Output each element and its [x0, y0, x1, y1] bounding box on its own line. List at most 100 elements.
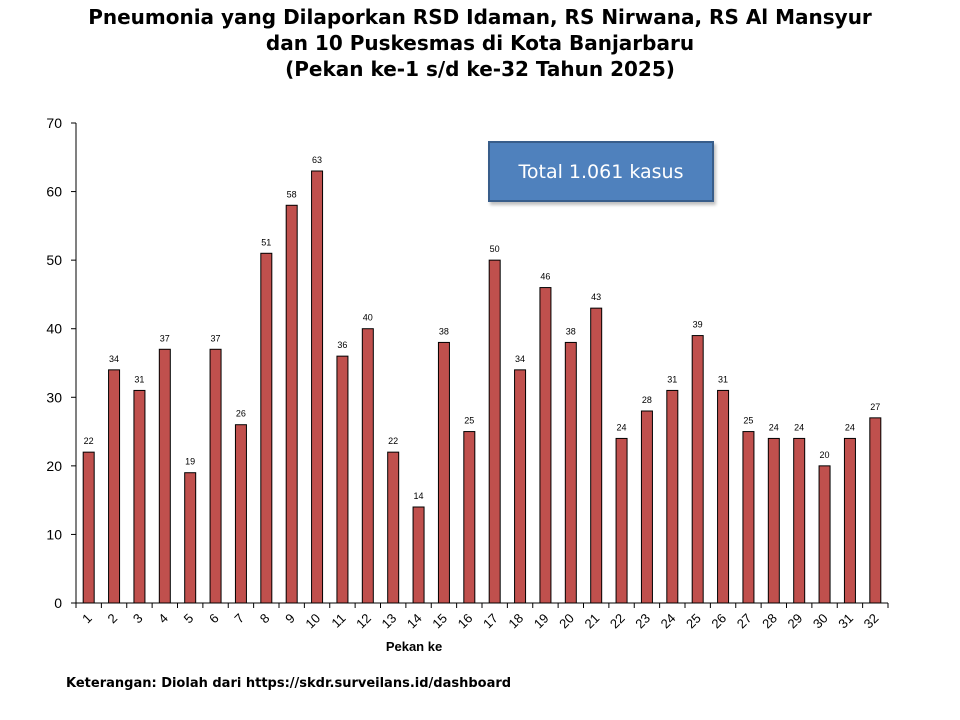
y-tick-label: 50	[46, 252, 62, 268]
x-tick-label: 24	[658, 611, 679, 632]
total-cases-text: Total 1.061 kasus	[518, 160, 684, 183]
data-label: 39	[693, 320, 703, 330]
bar	[387, 451, 400, 604]
x-tick-label: 26	[708, 611, 729, 632]
x-tick-label: 22	[607, 611, 628, 632]
x-tick-label: 30	[810, 611, 831, 632]
total-cases-annotation: Total 1.061 kasus	[488, 141, 714, 202]
x-tick-label: 9	[282, 611, 298, 627]
data-label: 38	[566, 326, 576, 336]
x-tick-label: 3	[130, 611, 146, 627]
bar	[184, 472, 197, 604]
x-tick-label: 27	[734, 611, 755, 632]
data-label: 37	[160, 333, 170, 343]
bar	[463, 431, 476, 604]
bar	[234, 424, 247, 604]
bar	[691, 335, 704, 604]
x-tick-label: 20	[556, 611, 577, 632]
data-label: 31	[718, 374, 728, 384]
bar	[158, 348, 171, 604]
bar	[869, 417, 882, 604]
data-label: 51	[261, 237, 271, 247]
data-labels: 22 34 31 37 19 37 26 51 58 63 36 40 22 14 38 25 50 34 46 38…	[84, 155, 881, 501]
bar	[666, 389, 679, 604]
chart-title-line-2: dan 10 Puskesmas di Kota Banjarbaru	[265, 31, 695, 55]
x-tick-label: 17	[480, 611, 501, 632]
x-tick-label: 6	[206, 611, 222, 627]
x-axis-title: Pekan ke	[386, 639, 442, 654]
bar	[818, 465, 831, 604]
data-label: 24	[617, 422, 627, 432]
y-tick-label: 30	[46, 389, 62, 405]
y-tick-label: 60	[46, 184, 62, 200]
data-label: 20	[820, 450, 830, 460]
data-label: 43	[591, 292, 601, 302]
y-tick-label: 20	[46, 458, 62, 474]
bar	[793, 437, 806, 604]
bar	[260, 252, 273, 604]
data-label: 31	[134, 374, 144, 384]
data-label: 26	[236, 409, 246, 419]
x-tick-label: 10	[302, 611, 323, 632]
x-tick-label: 25	[683, 611, 704, 632]
data-label: 14	[414, 491, 424, 501]
chart-title-line-3: (Pekan ke-1 s/d ke-32 Tahun 2025)	[285, 57, 675, 81]
x-tick-label: 16	[455, 611, 476, 632]
bar	[311, 170, 324, 604]
x-tick-label: 8	[257, 611, 273, 627]
bar	[133, 389, 146, 604]
x-tick-label: 13	[378, 611, 399, 632]
y-tick-label: 70	[46, 115, 62, 131]
data-label: 24	[845, 422, 855, 432]
x-tick-label: 12	[353, 611, 374, 632]
x-tick-label: 21	[581, 611, 602, 632]
footnote-source: Keterangan: Diolah dari https://skdr.sur…	[66, 676, 512, 691]
chart-title-line-1: Pneumonia yang Dilaporkan RSD Idaman, RS…	[88, 5, 872, 29]
data-label: 63	[312, 155, 322, 165]
bar	[336, 355, 349, 604]
x-tick-label: 32	[861, 611, 882, 632]
bar	[209, 348, 222, 604]
data-label: 36	[337, 340, 347, 350]
x-tick-label: 5	[181, 611, 197, 627]
y-tick-label: 40	[46, 321, 62, 337]
data-label: 24	[769, 422, 779, 432]
x-tick-label: 31	[835, 611, 856, 632]
data-label: 24	[794, 422, 804, 432]
bar	[590, 307, 603, 604]
data-label: 25	[464, 416, 474, 426]
data-label: 38	[439, 326, 449, 336]
data-label: 28	[642, 395, 652, 405]
bar	[82, 451, 95, 604]
x-tick-label: 19	[531, 611, 552, 632]
data-label: 19	[185, 457, 195, 467]
x-tick-label: 4	[155, 611, 171, 627]
x-axis: 1 2 3 4 5 6 7 8 9 10 11 12 13 14 15 16 17 18 19 20 21 22 23 24 2…	[75, 602, 889, 632]
x-tick-label: 23	[632, 611, 653, 632]
x-tick-label: 29	[784, 611, 805, 632]
bar	[539, 287, 552, 604]
data-label: 25	[743, 416, 753, 426]
data-label: 22	[84, 436, 94, 446]
bar	[564, 341, 577, 604]
chart-title: Pneumonia yang Dilaporkan RSD Idaman, RS…	[0, 4, 960, 82]
x-tick-label: 18	[505, 611, 526, 632]
data-label: 40	[363, 313, 373, 323]
bar	[640, 410, 653, 604]
bars	[82, 170, 882, 604]
bar	[514, 369, 527, 604]
x-tick-label: 11	[328, 611, 348, 631]
data-label: 50	[490, 244, 500, 254]
data-label: 22	[388, 436, 398, 446]
data-label: 31	[667, 374, 677, 384]
bar	[767, 437, 780, 604]
x-tick-label: 1	[79, 611, 95, 627]
bar	[843, 437, 856, 604]
y-axis: 0 10 20 30 40 50 60 70	[46, 115, 77, 611]
bar	[412, 506, 425, 604]
x-tick-label: 2	[104, 611, 120, 627]
y-tick-label: 0	[54, 595, 62, 611]
data-label: 58	[287, 189, 297, 199]
bar	[742, 431, 755, 604]
